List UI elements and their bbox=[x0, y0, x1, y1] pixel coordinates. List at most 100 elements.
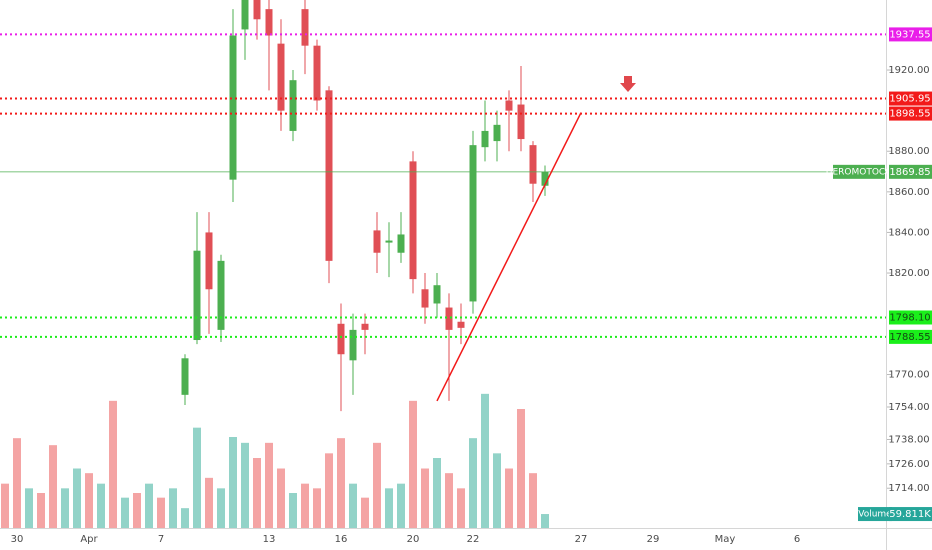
volume-bar bbox=[445, 473, 453, 528]
candle-body bbox=[217, 260, 225, 330]
volume-bar bbox=[301, 483, 309, 528]
symbol-label: HEROMOTOCO bbox=[826, 167, 893, 177]
volume-bar bbox=[517, 409, 525, 528]
volume-bar bbox=[433, 458, 441, 528]
volume-bar bbox=[37, 493, 45, 528]
candle-body bbox=[481, 130, 489, 148]
candle-body bbox=[409, 161, 417, 280]
volume-bar bbox=[265, 442, 273, 528]
volume-bar bbox=[13, 438, 21, 528]
trend-line bbox=[436, 112, 582, 402]
x-tick-label: 29 bbox=[647, 534, 660, 545]
level-label: 1788.55 bbox=[889, 332, 930, 343]
volume-bar bbox=[193, 427, 201, 528]
volume-bar bbox=[313, 488, 321, 528]
candle-body bbox=[181, 358, 189, 395]
candle-body bbox=[397, 234, 405, 253]
volume-bar bbox=[229, 437, 237, 528]
level-label: 1937.55 bbox=[889, 29, 930, 40]
volume-bar bbox=[217, 488, 225, 528]
volume-bar bbox=[349, 483, 357, 528]
y-tick-label: 1726.00 bbox=[888, 459, 929, 470]
level-label: 1898.55 bbox=[889, 109, 930, 120]
volume-bar bbox=[133, 493, 141, 528]
x-tick-label: 20 bbox=[407, 534, 420, 545]
volume-bar bbox=[73, 468, 81, 528]
candle-body bbox=[493, 124, 501, 142]
volume-bar bbox=[169, 488, 177, 528]
level-label: 1798.10 bbox=[889, 312, 930, 323]
volume-bar bbox=[85, 473, 93, 528]
candle-body bbox=[517, 104, 525, 140]
volume-value-tag bbox=[889, 507, 932, 522]
volume-bar bbox=[409, 400, 417, 528]
volume-name: Volume bbox=[858, 510, 892, 520]
volume-bar bbox=[361, 497, 369, 528]
candle-body bbox=[349, 329, 357, 361]
volume-bar bbox=[241, 442, 249, 528]
candle-body bbox=[457, 321, 465, 328]
level-tag bbox=[889, 310, 932, 325]
volume-bar bbox=[469, 438, 477, 528]
x-tick-label: 6 bbox=[794, 534, 800, 545]
candle-body bbox=[337, 323, 345, 355]
candle-body bbox=[277, 43, 285, 111]
volume-bar bbox=[289, 493, 297, 528]
volume-bar bbox=[421, 468, 429, 528]
candle-body bbox=[385, 240, 393, 243]
volume-bar bbox=[97, 483, 105, 528]
candle-body bbox=[361, 323, 369, 330]
volume-bar bbox=[493, 453, 501, 528]
candle-body bbox=[229, 35, 237, 180]
volume-bar bbox=[325, 453, 333, 528]
volume-bar bbox=[373, 442, 381, 528]
x-tick-label: 27 bbox=[575, 534, 588, 545]
y-tick-label: 1738.00 bbox=[888, 434, 929, 445]
candle-body bbox=[205, 232, 213, 290]
y-tick-label: 1920.00 bbox=[888, 65, 929, 76]
level-tag bbox=[889, 329, 932, 344]
plot-area bbox=[0, 0, 886, 528]
candle-body bbox=[529, 145, 537, 184]
candle-body bbox=[325, 90, 333, 261]
y-tick-label: 1754.00 bbox=[888, 402, 929, 413]
candle-body bbox=[469, 145, 477, 302]
last-price-label: 1869.85 bbox=[889, 167, 930, 178]
volume-bar bbox=[109, 400, 117, 528]
volume-name-tag bbox=[858, 507, 892, 522]
volume-bar bbox=[205, 477, 213, 528]
volume-bar bbox=[529, 473, 537, 528]
volume-bar bbox=[541, 514, 549, 528]
volume-bar bbox=[157, 497, 165, 528]
candle-body bbox=[445, 307, 453, 330]
volume-bar bbox=[145, 483, 153, 528]
y-tick-label: 1820.00 bbox=[888, 268, 929, 279]
volume-bar bbox=[49, 445, 57, 528]
y-tick-label: 1714.00 bbox=[888, 483, 929, 494]
candle-body bbox=[301, 9, 309, 46]
x-tick-label: 16 bbox=[335, 534, 348, 545]
last-price-tag bbox=[889, 164, 932, 179]
candle-body bbox=[373, 230, 381, 253]
x-tick-label: May bbox=[715, 534, 736, 545]
volume-bar bbox=[253, 458, 261, 528]
candle-body bbox=[541, 171, 549, 186]
level-label: 1905.95 bbox=[889, 94, 930, 105]
level-tag bbox=[889, 91, 932, 106]
candle-body bbox=[265, 9, 273, 36]
candle-body bbox=[433, 285, 441, 304]
y-tick-label: 1860.00 bbox=[888, 187, 929, 198]
volume-bar bbox=[121, 497, 129, 528]
candle-body bbox=[505, 100, 513, 111]
volume-bar bbox=[181, 508, 189, 528]
x-tick-label: 22 bbox=[467, 534, 480, 545]
y-tick-label: 1840.00 bbox=[888, 227, 929, 238]
volume-bar bbox=[397, 483, 405, 528]
candle-body bbox=[253, 0, 261, 20]
candle-body bbox=[289, 80, 297, 131]
candle-body bbox=[193, 250, 201, 341]
candle-body bbox=[241, 0, 249, 30]
x-tick-label: Apr bbox=[80, 534, 98, 545]
volume-bar bbox=[1, 483, 9, 528]
